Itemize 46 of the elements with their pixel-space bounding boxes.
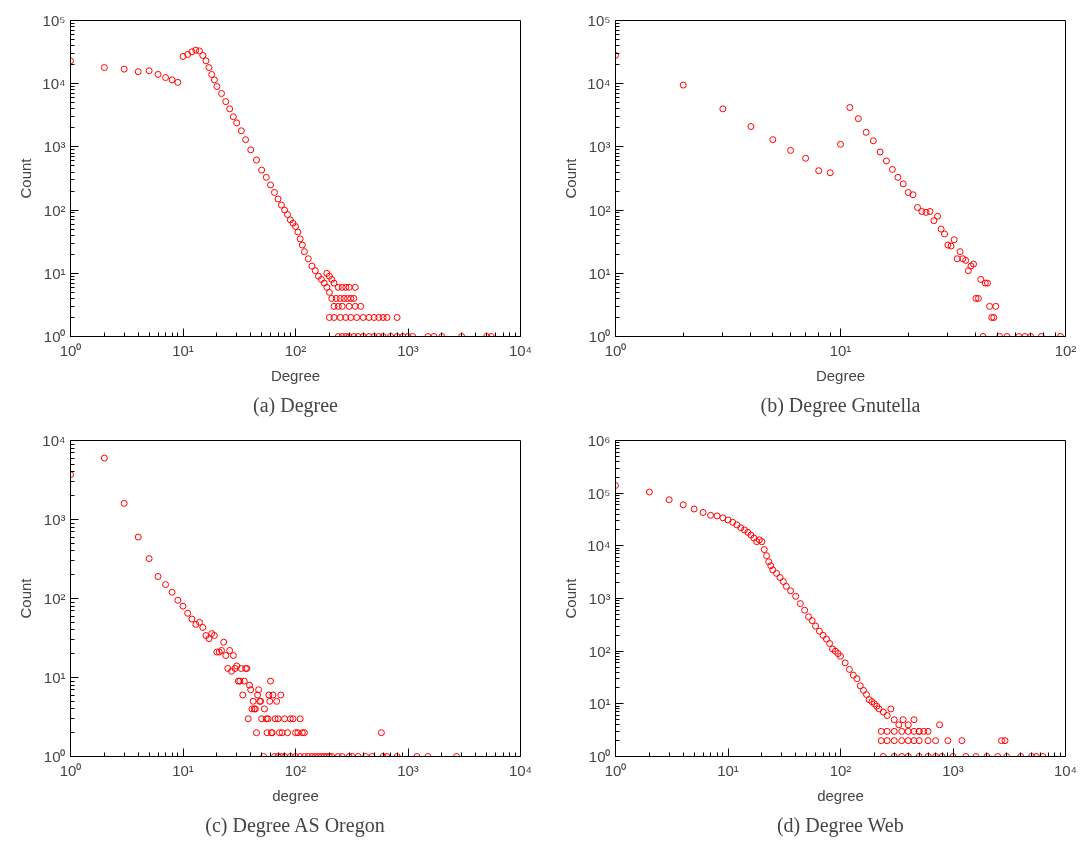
x-tick-label: 10¹ <box>717 761 739 779</box>
x-axis-title: degree <box>817 786 864 804</box>
x-tick-label: 10⁴ <box>508 761 533 779</box>
text: (b) Degree Gnutella <box>760 393 921 417</box>
y-tick-label: 10³ <box>43 511 66 528</box>
y-axis-title: Count <box>562 577 580 619</box>
y-tick-label: 10¹ <box>588 264 611 282</box>
x-tick-label: 10² <box>284 761 307 779</box>
y-tick-label: 10⁵ <box>587 484 611 502</box>
y-tick-label: 10⁴ <box>42 432 66 449</box>
text: (d) Degree Web <box>776 813 904 837</box>
y-tick-label: 10² <box>43 590 66 607</box>
y-tick-label: 10³ <box>588 590 611 607</box>
x-tick-label: 10² <box>1054 341 1077 359</box>
x-tick-label: 10⁴ <box>508 341 533 359</box>
x-tick-label: 10⁴ <box>1053 761 1078 779</box>
y-tick-label: 10² <box>588 642 611 660</box>
y-axis-title: Count <box>17 157 35 199</box>
y-tick-label: 10⁴ <box>42 75 66 93</box>
x-tick-label: 10² <box>284 341 307 359</box>
x-tick-label: 10³ <box>942 761 964 779</box>
text: (a) Degree <box>253 393 339 417</box>
x-axis-title: Degree <box>270 366 321 384</box>
x-tick-label: 10³ <box>397 341 419 359</box>
y-tick-label: 10¹ <box>43 669 66 686</box>
y-tick-label: 10⁶ <box>587 432 611 449</box>
y-tick-label: 10⁵ <box>42 12 66 29</box>
y-tick-label: 10⁴ <box>587 75 611 93</box>
y-axis-title: Count <box>562 157 580 199</box>
y-axis-title: Count <box>17 577 35 619</box>
y-tick-label: 10⁵ <box>587 12 611 29</box>
y-tick-label: 10⁴ <box>587 537 611 555</box>
y-tick-label: 10² <box>588 201 611 219</box>
x-tick-label: 10³ <box>397 761 419 779</box>
x-axis-title: Degree <box>815 366 866 384</box>
y-tick-label: 10² <box>43 201 66 219</box>
x-tick-label: 10² <box>829 761 852 779</box>
x-tick-label: 10¹ <box>172 761 194 779</box>
x-axis-title: degree <box>272 786 319 804</box>
y-tick-label: 10³ <box>588 138 611 156</box>
x-tick-label: 10¹ <box>172 341 194 359</box>
y-tick-label: 10¹ <box>588 695 611 713</box>
y-tick-label: 10³ <box>43 138 66 156</box>
y-tick-label: 10¹ <box>43 264 66 282</box>
text: (c) Degree AS Oregon <box>205 813 385 837</box>
x-tick-label: 10¹ <box>829 341 852 359</box>
